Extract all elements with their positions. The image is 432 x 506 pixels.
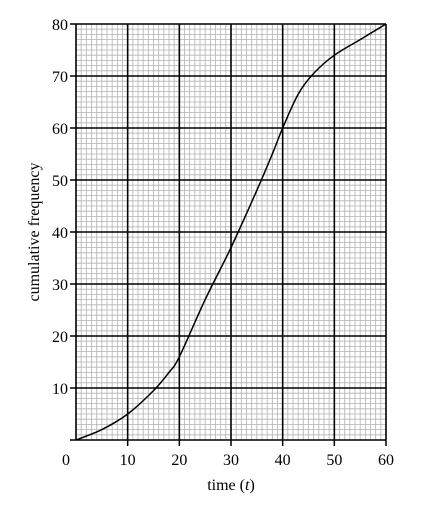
x-axis-title-variable: t [245,477,250,494]
y-tick-label: 40 [52,225,68,242]
y-tick-label: 70 [52,69,68,86]
x-tick-label: 60 [378,452,394,469]
cumulative-frequency-curve [75,23,387,441]
major-grid [75,23,387,441]
axis-ticks [70,23,387,446]
y-axis-tick-labels: 10 20 30 40 50 60 70 80 [52,17,68,398]
x-tick-label: 0 [62,452,70,469]
x-axis-title-prefix: time ( [207,477,245,494]
x-tick-label: 10 [120,452,136,469]
y-axis-title: cumulative frequency [26,162,43,301]
x-axis-title: time (t) [207,477,255,494]
x-axis-tick-labels: 0 10 20 30 40 50 60 [62,452,394,469]
y-tick-label: 30 [52,277,68,294]
x-tick-label: 30 [223,452,239,469]
y-tick-label: 10 [52,381,68,398]
x-tick-label: 20 [171,452,187,469]
y-tick-label: 20 [52,329,68,346]
y-tick-label: 50 [52,173,68,190]
y-tick-label: 80 [52,17,68,34]
x-tick-label: 40 [275,452,291,469]
x-tick-label: 50 [326,452,342,469]
x-axis-title-suffix: ) [249,477,254,494]
y-tick-label: 60 [52,121,68,138]
